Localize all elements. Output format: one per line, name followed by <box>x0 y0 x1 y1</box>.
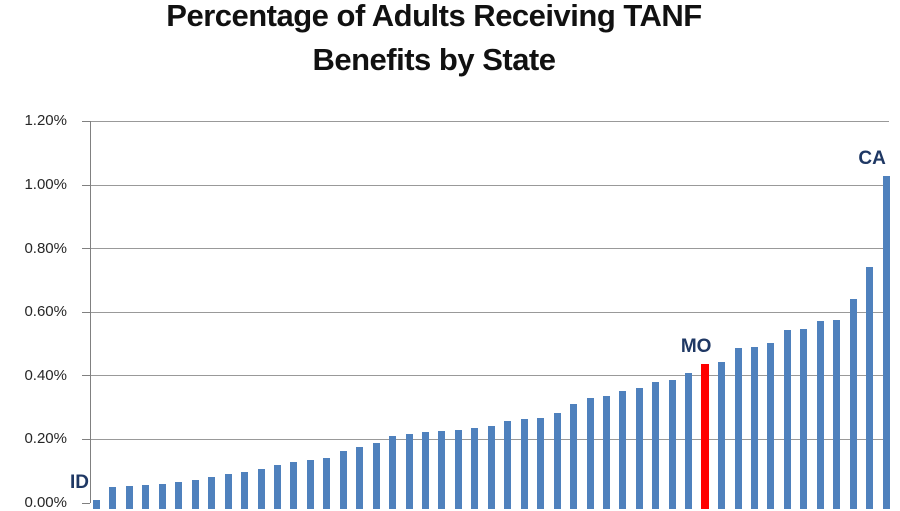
bar <box>635 387 643 509</box>
bar <box>800 328 808 509</box>
y-tick-label: 1.00% <box>24 176 67 193</box>
gridline <box>90 311 889 313</box>
gridline <box>90 375 889 377</box>
bar <box>668 380 676 509</box>
axis-tick-mark <box>82 120 90 122</box>
y-tick-label: 0.60% <box>24 303 67 321</box>
bar <box>685 372 693 509</box>
bar <box>734 348 742 509</box>
bar <box>882 176 890 509</box>
bar <box>602 395 610 509</box>
bar <box>323 458 331 509</box>
bar <box>175 482 183 509</box>
bar <box>125 485 133 509</box>
axis-tick-mark <box>82 375 90 377</box>
bar <box>504 420 512 509</box>
gridline <box>90 120 889 122</box>
bar <box>487 426 495 509</box>
bar <box>142 484 150 509</box>
gridline <box>90 184 889 186</box>
bar <box>405 433 413 509</box>
axis-tick-mark <box>82 248 90 250</box>
bar <box>849 298 857 509</box>
bar <box>751 347 758 509</box>
y-tick-label: 0.40% <box>24 366 67 384</box>
bar <box>866 267 874 509</box>
y-tick-label: 0.20% <box>24 430 67 448</box>
bar <box>652 382 660 509</box>
bar <box>767 343 775 509</box>
bar <box>586 398 594 509</box>
bar-highlighted <box>701 364 710 509</box>
bar <box>356 447 364 509</box>
bar <box>372 443 380 509</box>
bar <box>816 321 824 509</box>
chart-title-line-2: Benefits by State <box>312 42 556 77</box>
bar <box>339 450 347 509</box>
bar-label-id: ID <box>70 471 89 493</box>
bar <box>290 462 298 509</box>
bar <box>208 476 216 509</box>
axis-tick-mark <box>82 184 90 186</box>
bar <box>783 329 791 509</box>
bar <box>257 468 265 509</box>
axis-tick-mark <box>82 311 90 313</box>
gridline <box>90 248 889 250</box>
axis-tick-mark <box>82 438 90 440</box>
y-tick-label: 1.20% <box>24 112 67 130</box>
bar <box>570 404 578 509</box>
bar <box>273 465 281 509</box>
bar-label-ca: CA <box>858 148 886 170</box>
bar-label-mo: MO <box>680 336 712 358</box>
bar <box>422 431 429 509</box>
bar <box>241 471 249 509</box>
bar <box>718 362 726 509</box>
bar <box>109 487 117 509</box>
y-tick-label: 0.80% <box>24 239 67 257</box>
bar <box>553 413 561 509</box>
bar <box>224 474 232 509</box>
bar <box>520 419 528 509</box>
bar <box>158 483 166 509</box>
bar <box>833 320 841 509</box>
bar <box>619 391 627 509</box>
chart-title: Percentage of Adults Receiving TANF Bene… <box>0 0 868 82</box>
bar <box>306 460 314 509</box>
bar <box>389 436 397 509</box>
axis-tick-mark <box>82 502 90 504</box>
bar <box>438 431 446 509</box>
bar <box>93 499 100 509</box>
y-axis-line <box>90 121 91 503</box>
bar <box>471 428 479 509</box>
bar <box>191 480 199 509</box>
y-tick-label: 0.00% <box>24 494 67 511</box>
chart-title-line-1: Percentage of Adults Receiving TANF <box>166 0 702 33</box>
bar <box>537 418 545 509</box>
bar <box>454 429 462 509</box>
